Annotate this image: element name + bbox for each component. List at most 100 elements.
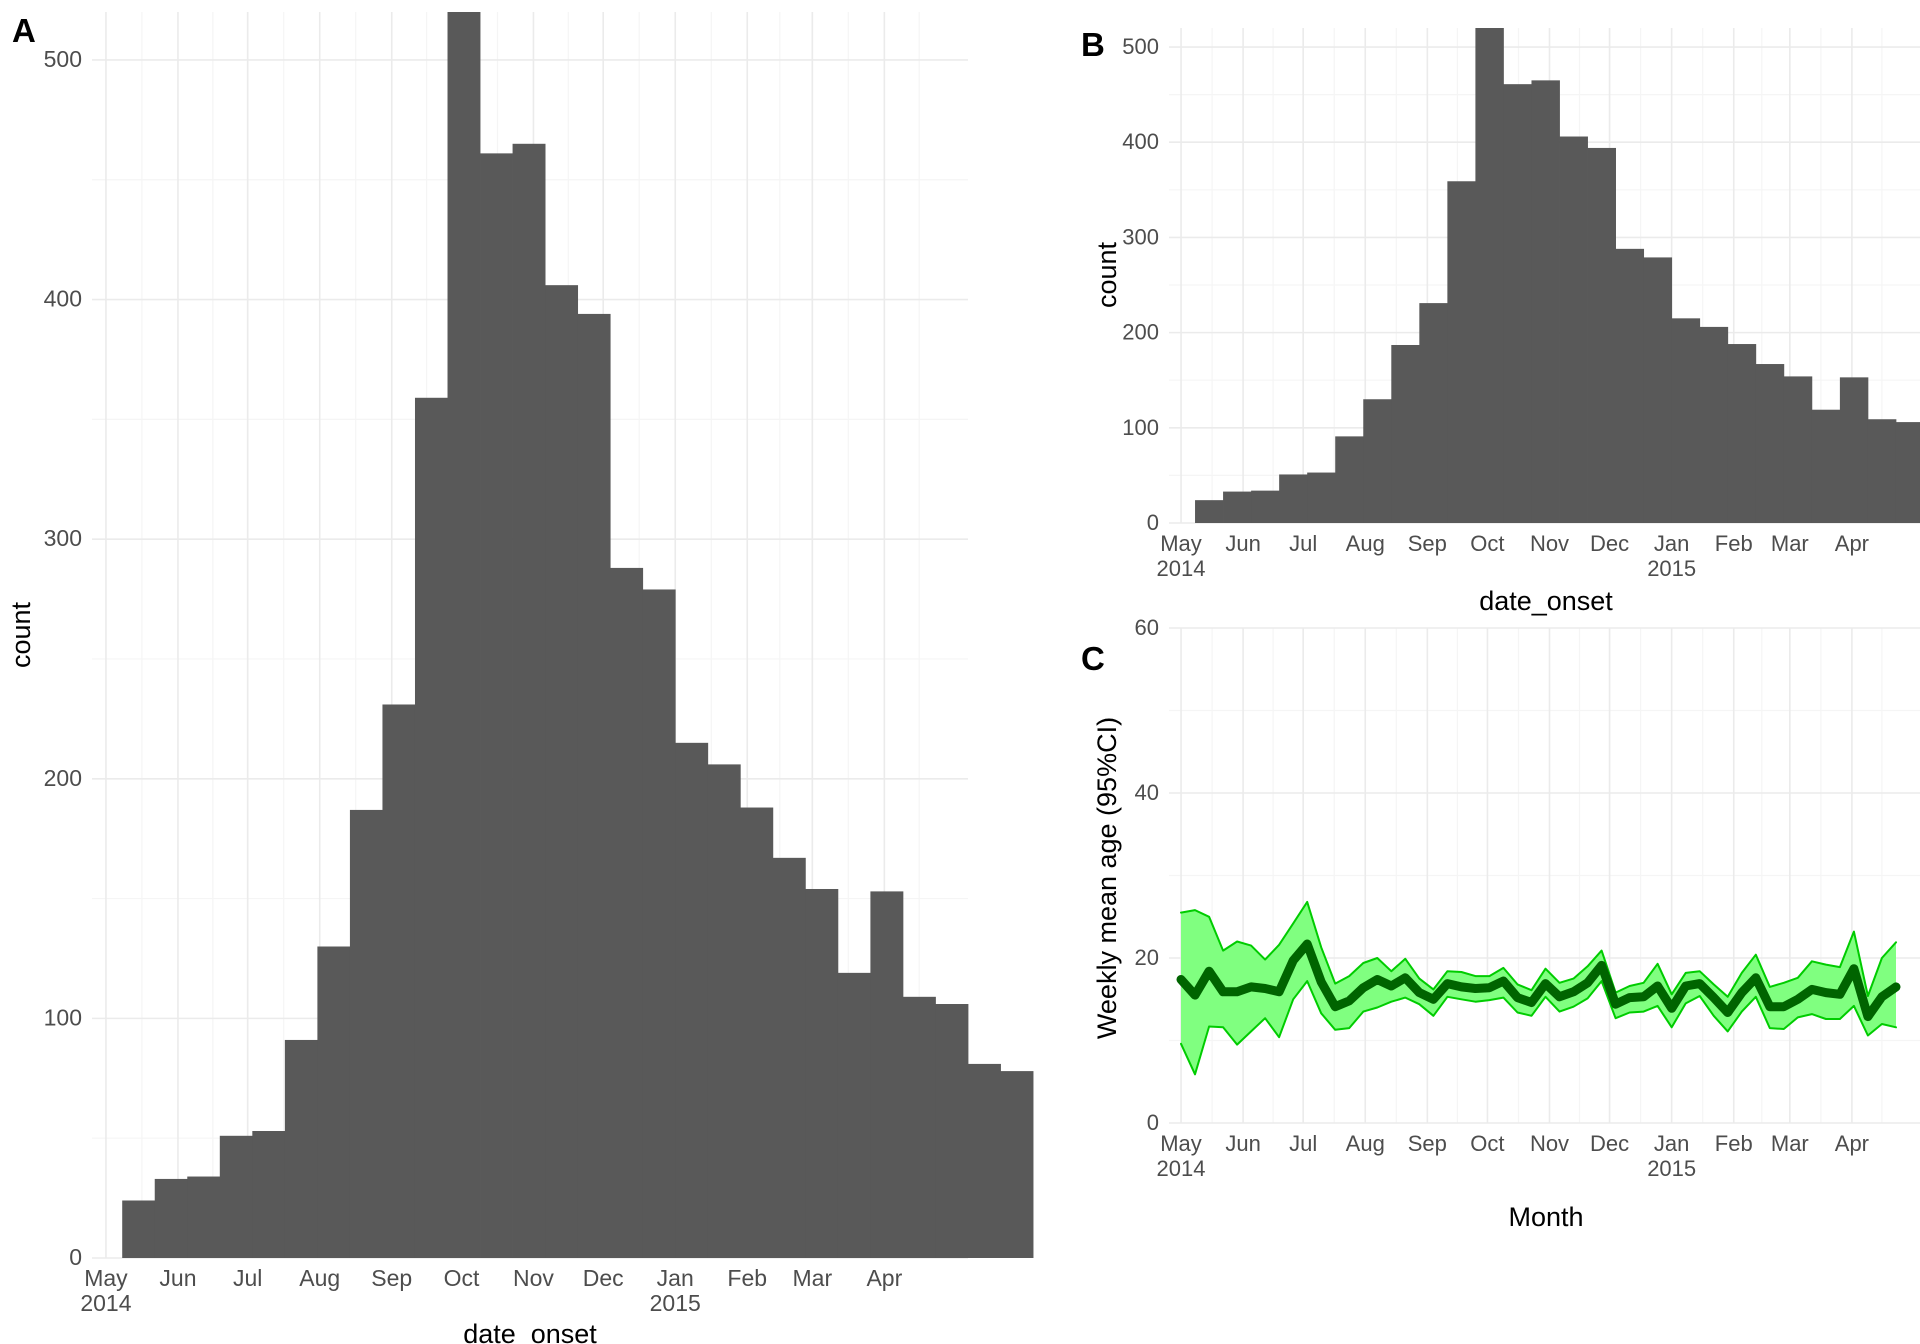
x-tick-year: 2015 xyxy=(1647,1156,1696,1181)
x-tick-label: Feb xyxy=(727,1265,767,1291)
x-tick-label: Jan xyxy=(657,1265,694,1291)
bar xyxy=(870,891,904,1258)
panel-label-c: C xyxy=(1081,640,1105,677)
bar xyxy=(1363,399,1392,523)
x-tick-label: Nov xyxy=(513,1265,554,1291)
x-tick-label: Mar xyxy=(1771,1131,1809,1156)
bar xyxy=(414,397,448,1258)
x-tick-label: Jan xyxy=(1654,1131,1689,1156)
bar xyxy=(805,888,839,1258)
bar xyxy=(1391,344,1420,523)
y-tick-label: 200 xyxy=(1122,320,1159,345)
bar xyxy=(317,946,351,1258)
bar xyxy=(1867,419,1897,523)
x-tick-label: Feb xyxy=(1715,1131,1753,1156)
x-tick-label: Nov xyxy=(1530,531,1569,556)
y-axis-title: count xyxy=(1092,241,1122,308)
bar xyxy=(902,996,936,1258)
x-axis-title: Month xyxy=(1508,1202,1583,1232)
bar xyxy=(1643,257,1673,523)
x-tick-label: Dec xyxy=(1590,1131,1629,1156)
x-tick-label: Mar xyxy=(793,1265,833,1291)
bar xyxy=(1615,248,1645,523)
bar xyxy=(154,1178,188,1258)
bar xyxy=(480,153,513,1259)
x-tick-label: Jun xyxy=(1225,531,1260,556)
bar xyxy=(382,704,416,1258)
y-tick-label: 0 xyxy=(1147,1110,1159,1135)
bar xyxy=(349,809,383,1258)
bar xyxy=(1895,422,1920,523)
x-tick-label: May xyxy=(1160,531,1202,556)
bar xyxy=(935,1004,969,1258)
bar xyxy=(837,972,871,1258)
bar xyxy=(1755,364,1785,523)
y-axis-title: Weekly mean age (95%CI) xyxy=(1092,717,1122,1039)
bar xyxy=(1335,436,1364,523)
x-tick-label: Jul xyxy=(1289,1131,1317,1156)
x-tick-label: Aug xyxy=(299,1265,340,1291)
y-tick-label: 300 xyxy=(1122,224,1159,249)
bar xyxy=(284,1039,318,1258)
x-tick-label: Oct xyxy=(444,1265,480,1291)
x-tick-year: 2015 xyxy=(650,1290,701,1316)
bar xyxy=(1307,472,1336,523)
y-tick-label: 500 xyxy=(44,46,82,72)
y-tick-label: 300 xyxy=(44,525,82,551)
bar xyxy=(1811,409,1841,523)
bar xyxy=(610,567,644,1258)
bar xyxy=(1587,147,1616,523)
bars xyxy=(122,12,1034,1259)
bar xyxy=(707,764,741,1258)
bar xyxy=(1475,28,1504,523)
y-tick-label: 0 xyxy=(69,1244,82,1270)
bar xyxy=(772,857,806,1258)
bar xyxy=(1000,1071,1034,1258)
y-tick-label: 0 xyxy=(1147,510,1159,535)
y-tick-label: 100 xyxy=(1122,415,1159,440)
x-tick-label: Nov xyxy=(1530,1131,1569,1156)
x-tick-label: May xyxy=(1160,1131,1202,1156)
mean-age-line xyxy=(1176,939,1901,1022)
bars xyxy=(1195,28,1920,524)
x-axis-title: date_onset xyxy=(1479,586,1613,616)
bar xyxy=(1783,376,1813,523)
x-tick-label: Dec xyxy=(1590,531,1629,556)
bar xyxy=(968,1063,1001,1258)
bar xyxy=(675,742,709,1258)
bar xyxy=(1839,377,1869,523)
x-tick-label: Jul xyxy=(1289,531,1317,556)
x-tick-label: Aug xyxy=(1346,531,1385,556)
y-tick-label: 400 xyxy=(1122,129,1159,154)
x-tick-label: Oct xyxy=(1470,1131,1504,1156)
x-tick-label: Sep xyxy=(1408,1131,1447,1156)
bar xyxy=(1419,303,1448,523)
bar xyxy=(1195,500,1224,523)
x-tick-label: Jun xyxy=(159,1265,196,1291)
y-tick-label: 200 xyxy=(44,765,82,791)
x-tick-label: Mar xyxy=(1771,531,1809,556)
x-tick-year: 2014 xyxy=(1157,1156,1206,1181)
x-axis-title: date_onset xyxy=(463,1319,597,1344)
x-tick-label: Jun xyxy=(1225,1131,1260,1156)
x-tick-label: Aug xyxy=(1346,1131,1385,1156)
upper-ci-line xyxy=(1180,900,1897,998)
bar xyxy=(1503,84,1532,524)
x-tick-label: Jul xyxy=(233,1265,262,1291)
bar xyxy=(1559,136,1588,523)
x-tick-label: Dec xyxy=(583,1265,624,1291)
bar xyxy=(545,285,579,1259)
grid xyxy=(1169,627,1920,1124)
bar xyxy=(1727,344,1757,523)
bar xyxy=(1531,80,1560,523)
y-tick-label: 60 xyxy=(1135,615,1159,640)
bar xyxy=(122,1200,156,1258)
lower-ci-line xyxy=(1180,980,1897,1076)
y-tick-label: 500 xyxy=(1122,34,1159,59)
x-tick-label: Sep xyxy=(371,1265,412,1291)
bar xyxy=(1671,318,1701,523)
x-tick-label: Oct xyxy=(1470,531,1504,556)
